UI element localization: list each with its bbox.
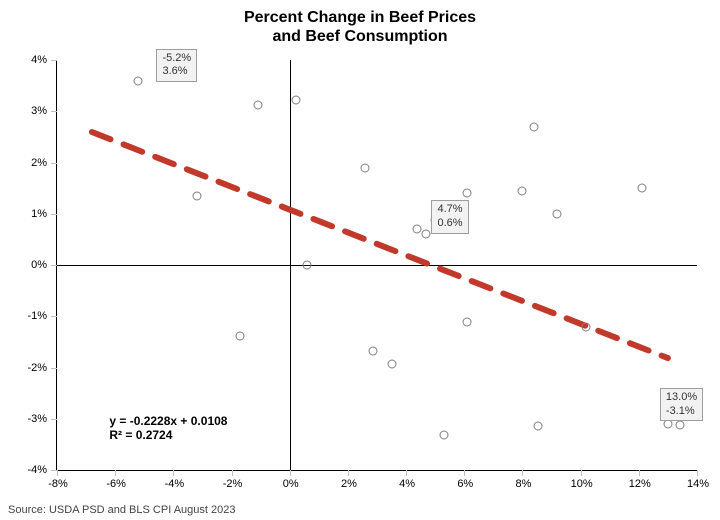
x-tick: -8% [57, 470, 58, 476]
data-point [463, 318, 472, 327]
y-tick-label: 1% [31, 208, 47, 220]
x-tick: 6% [464, 470, 465, 476]
x-tick-label: -4% [165, 478, 185, 490]
callout-line: 13.0% [666, 391, 697, 405]
x-tick-label: -2% [223, 478, 243, 490]
x-tick-label: 8% [516, 478, 532, 490]
equation-rsq: R² = 0.2724 [109, 428, 227, 442]
regression-equation: y = -0.2228x + 0.0108R² = 0.2724 [109, 414, 227, 442]
data-point [368, 347, 377, 356]
x-tick: 4% [406, 470, 407, 476]
data-point [236, 331, 245, 340]
data-point [303, 261, 312, 270]
x-tick-label: 10% [571, 478, 593, 490]
data-point [553, 209, 562, 218]
x-tick-label: 4% [399, 478, 415, 490]
x-tick: 10% [581, 470, 582, 476]
data-point [463, 189, 472, 198]
x-tick: 8% [522, 470, 523, 476]
data-point [534, 421, 543, 430]
callout-line: 0.6% [437, 217, 462, 231]
data-point [675, 420, 684, 429]
y-tick-label: 4% [31, 54, 47, 66]
data-point [387, 360, 396, 369]
x-tick-label: 12% [629, 478, 651, 490]
x-tick-label: -8% [48, 478, 68, 490]
plot-area: -4%-3%-2%-1%0%1%2%3%4%-8%-6%-4%-2%0%2%4%… [56, 60, 697, 471]
x-tick-label: 14% [687, 478, 709, 490]
data-point [637, 184, 646, 193]
callout-line: 4.7% [437, 203, 462, 217]
data-point [192, 191, 201, 200]
data-callout: -5.2%3.6% [156, 49, 197, 83]
y-tick-label: 3% [31, 105, 47, 117]
y-tick-label: -3% [27, 413, 47, 425]
x-tick-label: 6% [457, 478, 473, 490]
x-tick: -4% [173, 470, 174, 476]
y-tick-label: 0% [31, 259, 47, 271]
source-text: Source: USDA PSD and BLS CPI August 2023 [8, 504, 235, 516]
data-point [413, 225, 422, 234]
callout-line: -5.2% [162, 52, 191, 66]
x-tick-label: 0% [283, 478, 299, 490]
callout-line: -3.1% [666, 405, 697, 419]
y-tick-label: -1% [27, 310, 47, 322]
equation-line: y = -0.2228x + 0.0108 [109, 414, 227, 428]
x-tick-label: -6% [106, 478, 126, 490]
data-callout: 4.7%0.6% [431, 200, 468, 234]
x-tick: 12% [639, 470, 640, 476]
chart-container: Percent Change in Beef Prices and Beef C… [0, 0, 720, 520]
y-tick-label: -4% [27, 464, 47, 476]
x-tick: 2% [348, 470, 349, 476]
title-line-1: Percent Change in Beef Prices [0, 8, 720, 27]
callout-line: 3.6% [162, 65, 191, 79]
x-tick: -2% [232, 470, 233, 476]
trend-line [57, 60, 697, 470]
data-point [422, 230, 431, 239]
x-tick: -6% [115, 470, 116, 476]
data-point [134, 76, 143, 85]
y-tick-label: -2% [27, 362, 47, 374]
data-point [518, 187, 527, 196]
data-point [582, 322, 591, 331]
data-point [439, 431, 448, 440]
x-tick: 0% [290, 470, 291, 476]
data-callout: 13.0%-3.1% [660, 388, 703, 422]
x-tick-label: 2% [341, 478, 357, 490]
title-line-2: and Beef Consumption [0, 27, 720, 46]
chart-title: Percent Change in Beef Prices and Beef C… [0, 8, 720, 46]
data-point [530, 122, 539, 131]
x-tick: 14% [697, 470, 698, 476]
data-point [253, 101, 262, 110]
data-point [291, 95, 300, 104]
y-tick-label: 2% [31, 157, 47, 169]
data-point [361, 163, 370, 172]
